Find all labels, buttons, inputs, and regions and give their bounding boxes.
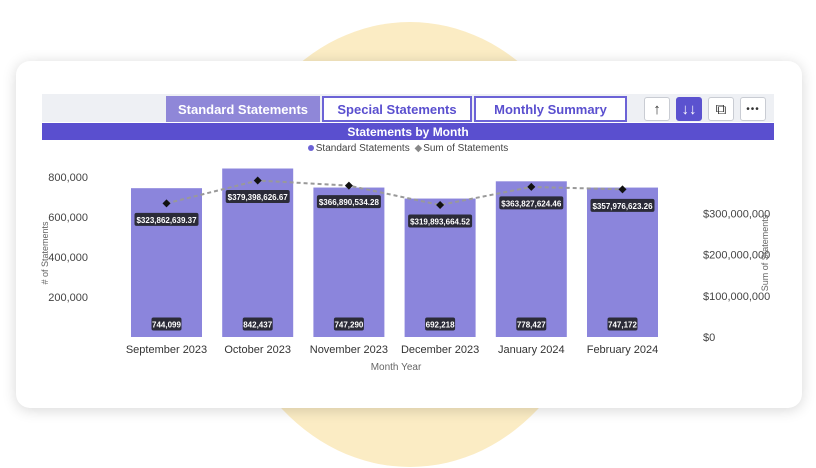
x-tick-label: September 2023 <box>126 344 207 356</box>
y2-tick-label: $300,000,000 <box>703 208 770 220</box>
line-point <box>527 182 536 191</box>
y-tick-label: 800,000 <box>48 172 88 184</box>
line-data-label-bg <box>316 195 381 209</box>
double-arrow-down-icon: ↓↓ <box>681 100 697 118</box>
y2-tick-label: $100,000,000 <box>703 291 770 303</box>
line-data-label-bg <box>134 212 199 226</box>
line-point <box>344 181 353 190</box>
bar-data-label: 842,437 <box>243 321 272 330</box>
legend-item-standard-statements[interactable]: Standard Statements <box>307 143 410 154</box>
line-point <box>162 199 171 208</box>
sort-ascending-button[interactable]: ↑ <box>644 97 670 121</box>
expand-all-down-button[interactable]: ↓↓ <box>676 97 702 121</box>
x-tick-label: November 2023 <box>310 344 388 356</box>
y2-tick-label: $200,000,000 <box>703 250 770 262</box>
line-data-label-bg <box>225 189 290 203</box>
bar-data-label: 747,290 <box>334 321 363 330</box>
x-axis-title: Month Year <box>371 362 422 373</box>
line-data-label: $363,827,624.46 <box>501 199 562 208</box>
bar-data-label-bg <box>425 317 456 331</box>
bar <box>313 187 385 337</box>
x-tick-label: December 2023 <box>401 344 479 356</box>
x-tick-label: February 2024 <box>587 344 659 356</box>
bar-data-label: 744,099 <box>152 321 181 330</box>
bar-data-label-bg <box>516 317 547 331</box>
bar <box>587 187 658 337</box>
x-tick-label: October 2023 <box>224 344 291 356</box>
chart-legend: Standard Statements ◆Sum of Statements <box>0 143 816 154</box>
bar-data-label: 747,172 <box>608 321 637 330</box>
tab-standard-statements[interactable]: Standard Statements <box>166 96 320 122</box>
arrow-up-icon: ↑ <box>653 100 661 118</box>
y-tick-label: 400,000 <box>48 252 88 264</box>
legend-dot-icon <box>307 145 314 151</box>
y2-tick-label: $0 <box>703 332 715 344</box>
legend-label-standard-statements: Standard Statements <box>315 143 410 154</box>
line-data-label-bg <box>499 196 564 210</box>
line-point <box>436 201 445 210</box>
line-data-label: $366,890,534.28 <box>319 198 380 207</box>
legend-label-sum-of-statements: Sum of Statements <box>423 143 509 154</box>
line-point <box>253 176 262 185</box>
bar <box>131 188 202 337</box>
tab-monthly-summary[interactable]: Monthly Summary <box>474 96 627 122</box>
chart-title: Statements by Month <box>42 123 774 140</box>
line-point <box>618 185 627 194</box>
tab-special-statements[interactable]: Special Statements <box>322 96 472 122</box>
legend-item-sum-of-statements[interactable]: ◆Sum of Statements <box>414 143 508 154</box>
line-data-label: $319,893,664.52 <box>410 218 471 227</box>
sum-line <box>166 179 623 207</box>
more-icon: ••• <box>746 103 760 115</box>
bar-data-label: 778,427 <box>517 321 546 330</box>
bar-data-label: 692,218 <box>426 321 455 330</box>
bar-data-label-bg <box>333 317 364 331</box>
more-options-button[interactable]: ••• <box>740 97 766 121</box>
copy-icon: ⧉ <box>715 100 727 118</box>
y-tick-label: 200,000 <box>48 292 88 304</box>
bar-data-label-bg <box>242 317 273 331</box>
line-data-label: $357,976,623.26 <box>592 202 653 211</box>
line-data-label-bg <box>408 214 473 228</box>
y-tick-label: 600,000 <box>48 212 88 224</box>
legend-diamond-icon: ◆ <box>414 143 423 154</box>
y-axis-title: # of Statements <box>40 221 50 285</box>
x-tick-label: January 2024 <box>498 344 565 356</box>
copy-visual-button[interactable]: ⧉ <box>708 97 734 121</box>
bar-data-label-bg <box>151 317 182 331</box>
bar-data-label-bg <box>607 317 638 331</box>
line-data-label: $323,862,639.37 <box>136 216 197 225</box>
line-data-label-bg <box>590 198 655 212</box>
y2-axis-title: Sum of Statements <box>760 214 770 291</box>
line-data-label: $379,398,626.67 <box>228 193 289 202</box>
